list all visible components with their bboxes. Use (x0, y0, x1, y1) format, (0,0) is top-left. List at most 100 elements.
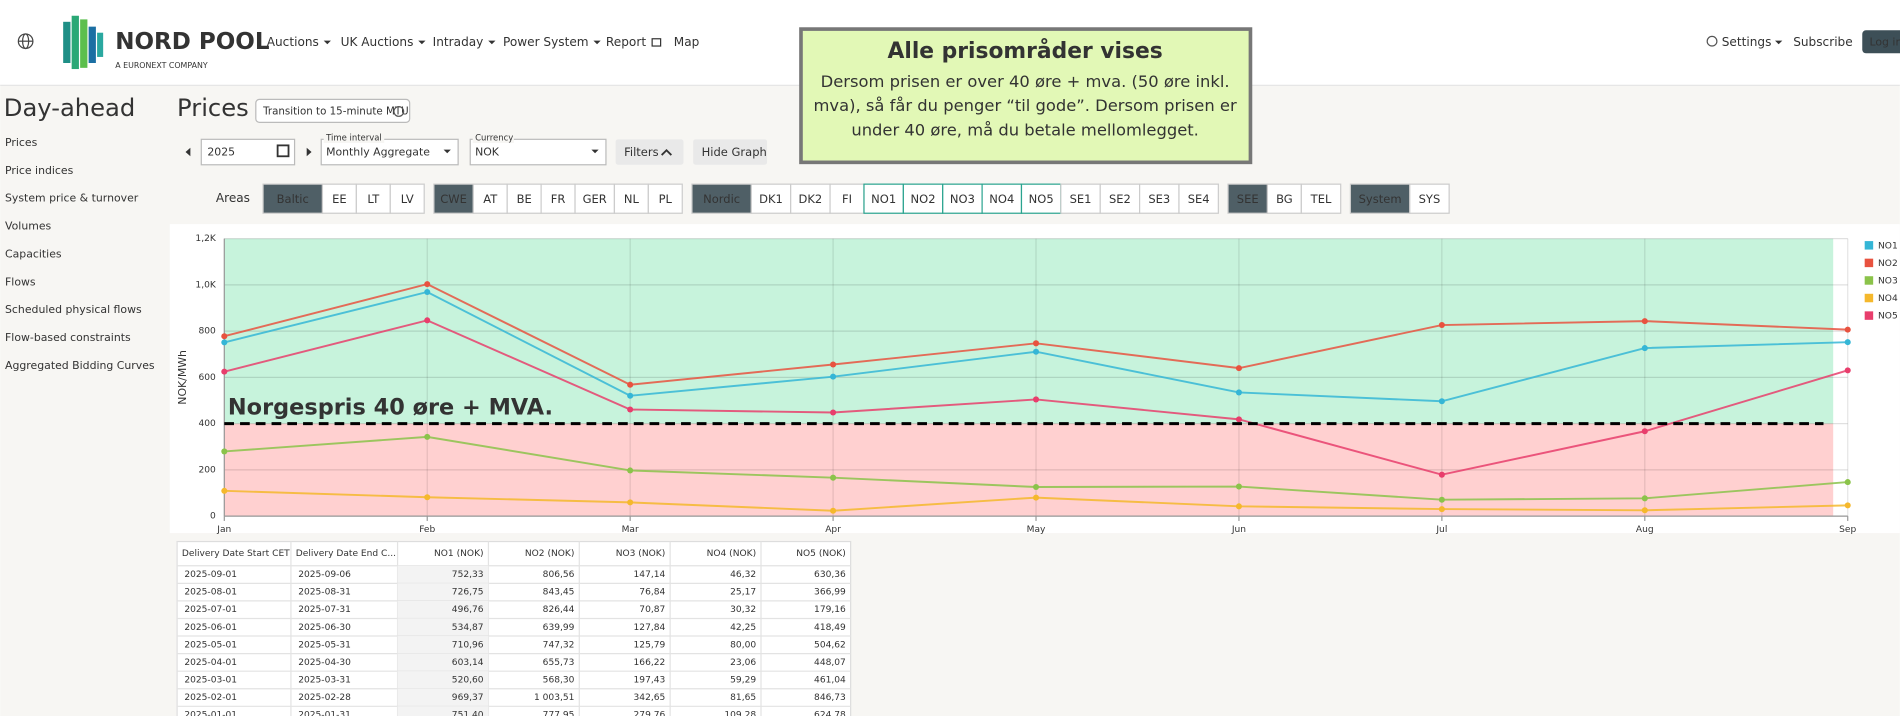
sidebar-item[interactable]: Flow-based constraints (5, 331, 131, 344)
area-button-label[interactable]: CWE (440, 192, 467, 206)
nav-item[interactable]: Auctions (267, 35, 319, 49)
area-button[interactable] (1409, 183, 1450, 214)
area-button[interactable] (1138, 183, 1180, 214)
year-value[interactable]: 2025 (207, 146, 235, 159)
nav-item[interactable]: UK Auctions (341, 35, 414, 49)
legend-label: NO4 (1878, 294, 1898, 304)
sidebar-item[interactable]: Capacities (5, 247, 62, 260)
area-button-label[interactable]: NO4 (989, 192, 1014, 206)
area-button-label[interactable]: FR (551, 192, 566, 206)
table-cell: 2025-05-01 (184, 640, 237, 650)
sidebar-item[interactable]: Volumes (5, 220, 52, 233)
sidebar-item[interactable]: Flows (5, 275, 36, 288)
data-point (424, 433, 431, 440)
area-button[interactable] (472, 183, 508, 214)
area-button-label[interactable]: LV (401, 192, 414, 206)
highlight-cell (397, 671, 489, 689)
data-point (830, 507, 837, 514)
area-button[interactable] (1099, 183, 1141, 214)
next-arrow[interactable] (306, 147, 312, 157)
x-tick-label: Aug (1636, 525, 1654, 535)
area-button-label[interactable]: NO3 (950, 192, 975, 206)
currency-select[interactable] (469, 138, 607, 166)
area-button-label[interactable]: AT (483, 192, 498, 206)
area-button-label[interactable]: DK2 (799, 192, 823, 206)
interval-value[interactable]: Monthly Aggregate (326, 146, 430, 159)
table-cell: 496,76 (452, 605, 484, 615)
area-button-label[interactable]: FI (842, 192, 852, 206)
table-cell: 179,16 (814, 605, 846, 615)
sidebar-item[interactable]: Price indices (5, 164, 74, 177)
data-point (221, 368, 228, 375)
nav-item[interactable]: Report (606, 35, 646, 49)
nav-item[interactable]: Intraday (433, 35, 484, 49)
area-button-label[interactable]: Baltic (277, 192, 309, 206)
table-cell: 2025-04-30 (298, 658, 351, 668)
area-button[interactable] (506, 183, 542, 214)
area-button[interactable] (1227, 183, 1269, 214)
area-button[interactable] (321, 183, 357, 214)
nav-item[interactable]: Power System (503, 35, 589, 49)
area-button[interactable] (1349, 183, 1411, 214)
area-button-label[interactable]: SYS (1419, 192, 1441, 206)
area-button[interactable] (1178, 183, 1219, 214)
interval-select[interactable] (320, 138, 459, 166)
area-button[interactable] (1060, 183, 1101, 214)
area-button[interactable] (389, 183, 425, 214)
sidebar-item[interactable]: System price & turnover (5, 192, 139, 205)
sidebar-item[interactable]: Scheduled physical flows (5, 303, 142, 316)
sidebar-item[interactable]: Prices (5, 136, 38, 149)
legend-label: NO3 (1878, 277, 1898, 287)
mtu-button-label[interactable]: Transition to 15-minute MTU (262, 105, 409, 117)
hide-graph-label[interactable]: Hide Graph (702, 145, 767, 159)
table-cell: 197,43 (634, 675, 666, 685)
subscribe-link[interactable]: Subscribe (1793, 35, 1853, 49)
area-button-label[interactable]: DK1 (759, 192, 783, 206)
area-button-label[interactable]: LT (367, 192, 380, 206)
area-button-label[interactable]: Nordic (703, 192, 740, 206)
area-button-label[interactable]: SE1 (1070, 192, 1092, 206)
hide-graph-button[interactable] (693, 139, 768, 165)
settings-icon[interactable] (1706, 35, 1718, 47)
area-button-label[interactable]: SE2 (1109, 192, 1131, 206)
area-button-label[interactable]: SE4 (1188, 192, 1210, 206)
year-input[interactable] (200, 138, 296, 166)
area-button[interactable] (863, 183, 904, 214)
area-button[interactable] (981, 183, 1023, 214)
login-label[interactable]: Log in (1870, 35, 1900, 48)
table-cell: 2025-06-30 (298, 623, 351, 633)
login-button[interactable] (1862, 30, 1900, 54)
logo-bar (80, 19, 88, 68)
prev-arrow[interactable] (185, 147, 191, 157)
area-button-label[interactable]: TEL (1310, 192, 1332, 206)
data-point (424, 288, 431, 296)
area-button[interactable] (1300, 183, 1342, 214)
data-point (1641, 345, 1648, 352)
area-button-label[interactable]: GER (583, 192, 607, 206)
sidebar-item[interactable]: Aggregated Bidding Curves (5, 359, 155, 372)
area-button-label[interactable]: SEE (1237, 192, 1259, 206)
area-button[interactable] (433, 183, 474, 214)
filters-button[interactable] (615, 139, 684, 165)
table-cell: 2025-08-01 (184, 588, 237, 598)
area-button[interactable] (790, 183, 831, 214)
area-button-label[interactable]: PL (659, 192, 673, 206)
area-button-label[interactable]: NO5 (1029, 192, 1054, 206)
currency-value[interactable]: NOK (475, 146, 500, 159)
area-button-label[interactable]: BE (517, 192, 532, 206)
area-button[interactable] (829, 183, 865, 214)
area-button-label[interactable]: BG (1276, 192, 1293, 206)
area-button[interactable] (647, 183, 683, 214)
filters-label[interactable]: Filters (624, 145, 658, 159)
area-button-label[interactable]: System (1359, 192, 1402, 206)
area-button[interactable] (691, 183, 752, 214)
area-button-label[interactable]: NO1 (871, 192, 896, 206)
legend-swatch (1864, 258, 1874, 268)
nav-item[interactable]: Map (674, 35, 700, 49)
area-button-label[interactable]: EE (332, 192, 347, 206)
area-button-label[interactable]: NO2 (911, 192, 936, 206)
settings-link[interactable]: Settings (1722, 35, 1772, 49)
area-button-label[interactable]: SE3 (1148, 192, 1170, 206)
area-button-label[interactable]: NL (624, 192, 640, 206)
mtu-button[interactable] (255, 98, 411, 123)
